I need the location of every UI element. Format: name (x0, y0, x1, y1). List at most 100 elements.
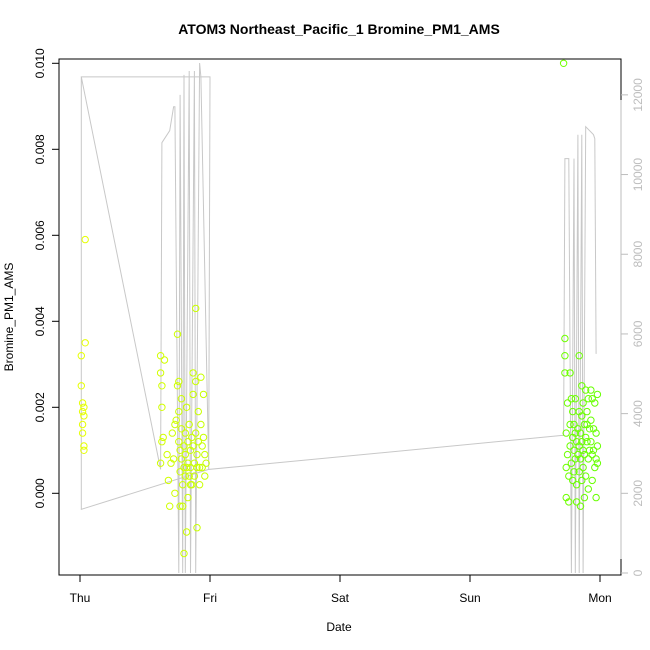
data-point (195, 481, 204, 489)
data-point (180, 549, 188, 558)
data-point (192, 377, 200, 386)
data-point (584, 485, 592, 493)
data-point (180, 442, 188, 450)
data-point (561, 334, 569, 343)
data-point (158, 403, 166, 411)
y-tick-label: 0.004 (33, 306, 47, 336)
data-point (587, 416, 595, 424)
data-point (177, 455, 186, 463)
data-point (593, 390, 602, 399)
line-path (80, 62, 597, 574)
data-point (566, 442, 574, 450)
data-point (184, 493, 192, 502)
data-point (181, 429, 190, 437)
data-point (563, 399, 572, 407)
data-point (566, 420, 574, 429)
data-point (173, 382, 182, 390)
data-point (570, 420, 578, 429)
data-point (572, 498, 581, 506)
right-y-axis: 0 2000 4000 6000 8000 10000 12000 (620, 78, 645, 576)
data-point (181, 472, 190, 480)
data-point (192, 304, 200, 313)
data-point (158, 438, 166, 446)
chart-title: ATOM3 Northeast_Pacific_1 Bromine_PM1_AM… (178, 21, 500, 37)
data-point (193, 463, 201, 472)
x-tick-label: Thu (70, 591, 91, 605)
y-tick-label: 0.006 (33, 220, 47, 250)
data-point (182, 528, 191, 536)
data-point (583, 420, 591, 429)
data-point (176, 446, 184, 454)
data-point (198, 442, 206, 450)
data-point (566, 369, 574, 377)
y-axis: 0.000 0.002 0.004 0.006 0.008 0.010 (33, 48, 60, 508)
data-point (562, 463, 570, 472)
data-point (190, 472, 199, 480)
data-point (188, 433, 196, 442)
y-axis-title: Bromine_PM1_AMS (2, 263, 16, 372)
data-point (575, 352, 583, 360)
data-point (185, 472, 193, 480)
data-point (179, 502, 187, 510)
data-point (580, 493, 589, 502)
scatter-series (77, 59, 602, 558)
data-point (160, 356, 169, 364)
data-point (195, 463, 204, 472)
data-point (189, 369, 197, 377)
data-point (172, 416, 180, 424)
data-point (584, 455, 592, 463)
data-point (589, 446, 598, 454)
data-point (202, 459, 210, 467)
data-point (583, 407, 591, 416)
data-point (197, 373, 205, 381)
data-point (584, 395, 592, 403)
data-point (198, 463, 206, 472)
x-axis-title: Date (326, 620, 352, 634)
data-point (569, 476, 577, 485)
data-point (171, 420, 179, 429)
data-point (156, 352, 165, 360)
data-point (567, 395, 576, 403)
data-point (561, 369, 569, 377)
data-point (559, 59, 568, 67)
data-point (201, 472, 209, 480)
data-point (561, 352, 569, 360)
data-point (192, 429, 200, 437)
data-point (158, 382, 166, 390)
data-point (175, 377, 183, 386)
right-y-tick-label: 0 (631, 569, 645, 576)
data-point (175, 438, 183, 446)
data-point (592, 429, 600, 437)
x-axis: Thu Fri Sat Sun Mon (70, 574, 612, 605)
data-point (201, 450, 209, 459)
data-point (177, 395, 186, 403)
data-point (156, 459, 165, 467)
data-point (199, 390, 208, 399)
data-point (169, 455, 178, 463)
data-point (580, 450, 589, 459)
y-tick-label: 0.000 (33, 478, 47, 508)
data-point (562, 429, 570, 437)
y-tick-label: 0.010 (33, 48, 47, 78)
data-point (185, 420, 193, 429)
data-point (182, 403, 191, 411)
data-point (194, 407, 203, 416)
data-point (175, 407, 183, 416)
data-point (571, 395, 579, 403)
data-point (588, 476, 596, 485)
data-point (173, 330, 182, 338)
data-point (194, 438, 203, 446)
data-point (176, 468, 184, 476)
data-point (176, 502, 184, 510)
data-point (592, 493, 600, 502)
data-point (578, 382, 586, 390)
x-tick-label: Sun (459, 591, 480, 605)
data-point (189, 390, 197, 399)
data-point (81, 339, 89, 347)
y-tick-label: 0.008 (33, 134, 47, 164)
data-point (592, 455, 600, 463)
data-point (77, 352, 86, 360)
right-axis-line-series (80, 62, 597, 574)
